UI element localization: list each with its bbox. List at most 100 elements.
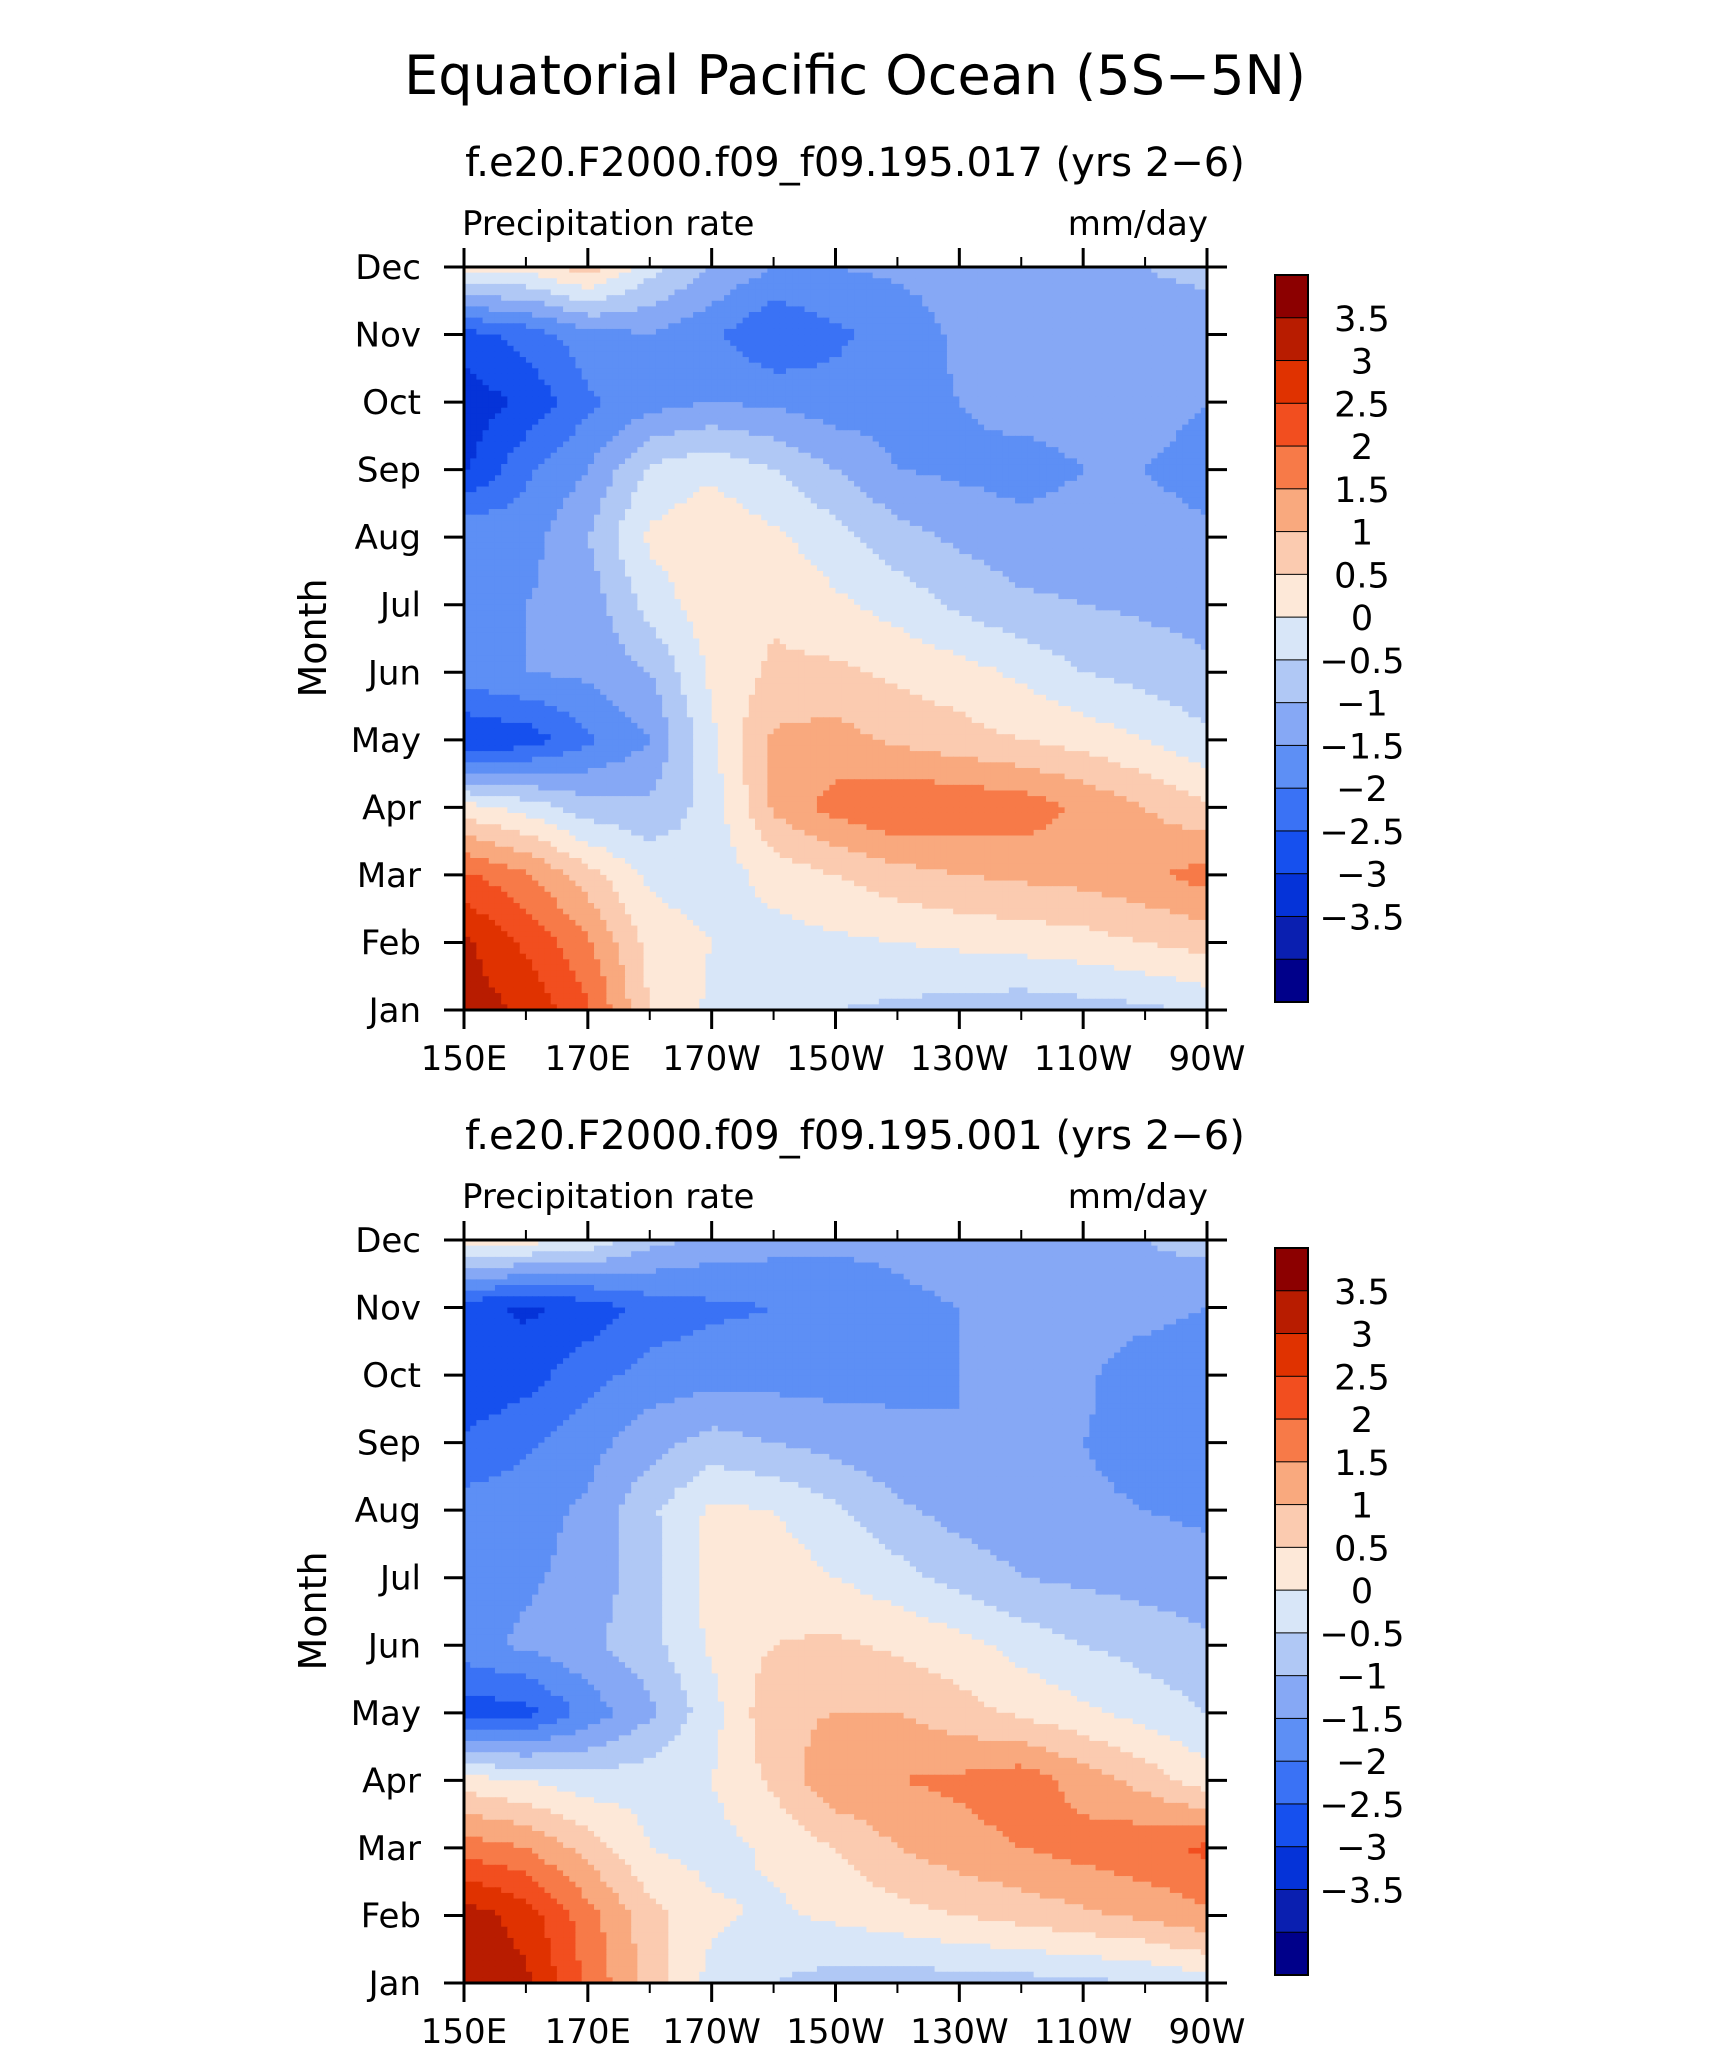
heatmap-cell (811, 492, 818, 498)
heatmap-cell (1176, 492, 1183, 498)
heatmap-cell (885, 441, 892, 447)
heatmap-cell (1021, 323, 1028, 329)
heatmap-cell (569, 487, 576, 493)
heatmap-cell (885, 295, 892, 301)
heatmap-cell (1120, 374, 1127, 380)
heatmap-cell (1170, 475, 1177, 481)
heatmap-cell (842, 475, 849, 481)
heatmap-cell (928, 425, 935, 431)
heatmap-cell (514, 278, 521, 284)
heatmap-cell (613, 340, 620, 346)
heatmap-cell (551, 278, 558, 284)
heatmap-cell (551, 351, 558, 357)
heatmap-cell (829, 458, 836, 464)
heatmap-cell (1034, 346, 1041, 352)
heatmap-cell (842, 441, 849, 447)
heatmap-cell (600, 430, 607, 436)
heatmap-cell (1071, 323, 1078, 329)
heatmap-cell (718, 453, 725, 459)
heatmap-cell (749, 278, 756, 284)
heatmap-cell (489, 447, 496, 453)
heatmap-cell (1133, 441, 1140, 447)
heatmap-cell (1139, 413, 1146, 419)
heatmap-cell (1027, 402, 1034, 408)
heatmap-cell (922, 464, 929, 470)
heatmap-cell (544, 436, 551, 442)
heatmap-cell (767, 408, 774, 414)
heatmap-cell (520, 335, 527, 341)
heatmap-cell (1139, 453, 1146, 459)
heatmap-cell (743, 475, 750, 481)
heatmap-cell (631, 402, 638, 408)
heatmap-cell (483, 391, 490, 397)
heatmap-cell (1071, 301, 1078, 307)
heatmap-cell (681, 363, 688, 369)
heatmap-cell (1040, 346, 1047, 352)
heatmap-cell (1170, 301, 1177, 307)
heatmap-cell (1145, 391, 1152, 397)
heatmap-cell (1058, 335, 1065, 341)
heatmap-cell (743, 441, 750, 447)
heatmap-cell (1164, 323, 1171, 329)
heatmap-cell (730, 278, 737, 284)
heatmap-cell (1170, 329, 1177, 335)
heatmap-cell (1065, 374, 1072, 380)
heatmap-cell (650, 278, 657, 284)
heatmap-cell (743, 340, 750, 346)
heatmap-cell (1120, 492, 1127, 498)
heatmap-cell (811, 391, 818, 397)
heatmap-cell (718, 385, 725, 391)
heatmap-cell (724, 318, 731, 324)
heatmap-cell (966, 481, 973, 487)
heatmap-cell (1176, 425, 1183, 431)
heatmap-cell (588, 312, 595, 318)
heatmap-cell (470, 368, 477, 374)
heatmap-cell (1052, 441, 1059, 447)
heatmap-cell (1027, 340, 1034, 346)
heatmap-cell (767, 458, 774, 464)
heatmap-cell (501, 492, 508, 498)
heatmap-cell (650, 447, 657, 453)
heatmap-cell (990, 374, 997, 380)
heatmap-cell (712, 408, 719, 414)
heatmap-cell (1065, 470, 1072, 476)
heatmap-cell (1127, 425, 1134, 431)
heatmap-cell (743, 301, 750, 307)
heatmap-cell (1015, 323, 1022, 329)
heatmap-cell (1034, 419, 1041, 425)
heatmap-cell (873, 357, 880, 363)
heatmap-cell (897, 290, 904, 296)
heatmap-cell (1052, 464, 1059, 470)
heatmap-cell (1108, 357, 1115, 363)
heatmap-cell (947, 295, 954, 301)
heatmap-cell (675, 374, 682, 380)
heatmap-cell (996, 380, 1003, 386)
heatmap-cell (767, 301, 774, 307)
heatmap-cell (563, 312, 570, 318)
heatmap-cell (1065, 351, 1072, 357)
heatmap-cell (959, 475, 966, 481)
heatmap-cell (817, 430, 824, 436)
heatmap-cell (631, 357, 638, 363)
heatmap-cell (897, 385, 904, 391)
heatmap-cell (972, 441, 979, 447)
heatmap-cell (1040, 492, 1047, 498)
heatmap-cell (922, 357, 929, 363)
heatmap-cell (780, 284, 787, 290)
heatmap-cell (588, 351, 595, 357)
heatmap-cell (1120, 295, 1127, 301)
heatmap-cell (736, 368, 743, 374)
heatmap-cell (947, 413, 954, 419)
heatmap-cell (811, 419, 818, 425)
heatmap-cell (966, 391, 973, 397)
heatmap-cell (650, 408, 657, 414)
heatmap-cell (532, 335, 539, 341)
heatmap-cell (755, 374, 762, 380)
heatmap-cell (935, 481, 942, 487)
heatmap-cell (532, 284, 539, 290)
heatmap-cell (761, 284, 768, 290)
heatmap-cell (544, 318, 551, 324)
heatmap-cell (860, 464, 867, 470)
heatmap-cell (1034, 413, 1041, 419)
heatmap-cell (489, 312, 496, 318)
